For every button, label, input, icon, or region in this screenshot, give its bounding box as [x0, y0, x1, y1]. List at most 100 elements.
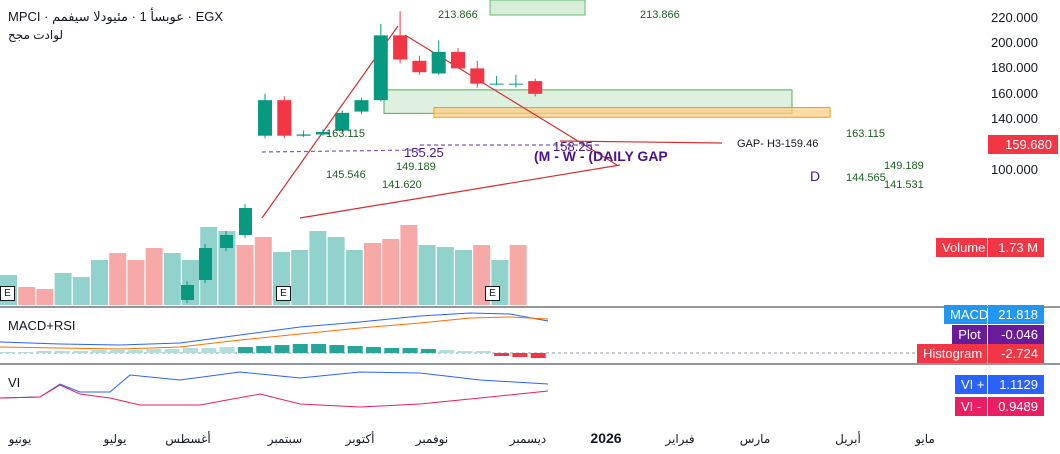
macd-line: [0, 312, 549, 346]
gap-label: GAP- H3-159.46: [737, 138, 819, 150]
price-tick-label: 220.000: [991, 9, 1038, 25]
histogram-bar: [36, 351, 52, 353]
histogram-bar: [512, 353, 528, 357]
volume-bar: [163, 253, 181, 305]
vi-minus-badge-label: VI -: [955, 397, 987, 416]
histogram-bar: [0, 352, 15, 353]
volume-bar: [309, 231, 327, 305]
volume-badge-value: 1.73 M: [988, 238, 1044, 257]
level-line-155: [261, 149, 421, 153]
level-158: 158.25: [553, 139, 593, 154]
macd-rsi-pane-label[interactable]: MACD+RSI: [8, 318, 76, 333]
histogram-bar: [256, 346, 272, 353]
time-tick-label: مارس: [739, 432, 771, 446]
histogram-bar: [109, 350, 125, 353]
candle-body: [470, 68, 485, 84]
price-tick-label: 180.000: [991, 60, 1038, 76]
histogram-bar: [475, 351, 491, 353]
level-141-left: 141.620: [382, 179, 422, 191]
earnings-marker[interactable]: E: [0, 286, 15, 301]
level-144-right: 144.565: [846, 172, 886, 184]
histogram-bar: [54, 351, 70, 353]
time-tick-label: نوفمبر: [415, 432, 449, 446]
level-163-left: 163.115: [326, 128, 365, 140]
pattern-label: (M - W - (DAILY GAP: [534, 148, 668, 164]
volume-bar: [54, 273, 72, 305]
histogram-bar: [384, 348, 400, 353]
histogram-bar: [439, 350, 455, 353]
volume-bar: [455, 250, 472, 305]
resistance-zone: [489, 0, 586, 16]
earnings-marker[interactable]: E: [276, 286, 291, 301]
vi-minus-badge-value: 0.9489: [988, 397, 1044, 416]
histogram-bar: [530, 353, 546, 358]
candle-body: [315, 131, 330, 135]
histogram-bar: [366, 347, 381, 353]
histogram-bar: [183, 348, 198, 353]
candle-body: [354, 100, 369, 112]
time-tick-label: يوليو: [103, 432, 127, 446]
candle-body: [258, 100, 272, 136]
histogram-bar: [347, 346, 363, 353]
level-163-right: 163.115: [846, 128, 885, 140]
histogram-badge-value: -2.724: [988, 344, 1044, 363]
price-tick-label: 140.000: [991, 111, 1038, 127]
candle-body: [412, 60, 427, 73]
volume-bar: [327, 237, 345, 305]
symbol-title: MPCI · عوبسأ 1 · مئيودلا سيفمم · EGX: [8, 9, 224, 24]
histogram-bar: [457, 351, 473, 353]
histogram-bar: [402, 348, 418, 353]
histogram-bar: [274, 345, 290, 353]
plot-badge-label: Plot: [952, 325, 987, 344]
candle-body: [508, 83, 523, 85]
volume-bar: [91, 260, 108, 305]
volume-bar: [291, 250, 309, 305]
histogram-bar: [292, 344, 308, 353]
volume-badge-label: Volume: [936, 238, 987, 257]
level-149-right: 149.189: [884, 160, 924, 172]
volume-bar: [509, 245, 527, 305]
volume-bar: [109, 253, 127, 305]
volume-bar: [72, 277, 90, 305]
volume-bar: [382, 239, 400, 305]
candle-body: [528, 81, 543, 94]
time-tick-label: مايو: [915, 432, 935, 446]
level-141-right: 141.531: [884, 179, 924, 191]
last-price-badge: 159.680: [988, 135, 1058, 154]
earnings-marker[interactable]: E: [485, 286, 500, 301]
volume-bar: [36, 289, 54, 305]
price-tick-label: 200.000: [991, 35, 1038, 50]
gap-line: [559, 140, 723, 144]
candle-body: [373, 35, 388, 101]
candle-body: [296, 134, 311, 136]
level-155: 155.25: [404, 145, 444, 160]
vi-plus-line: [0, 371, 549, 399]
zone-d-label: D: [810, 168, 821, 184]
level-145-left: 145.546: [326, 169, 366, 181]
level-213-right: 213.866: [640, 9, 680, 21]
vi-plus-badge-value: 1.1129: [988, 375, 1044, 394]
vi-pane-label[interactable]: VI: [8, 375, 21, 390]
volume-bar: [345, 250, 363, 305]
candle-body: [431, 51, 446, 74]
volume-bar: [236, 245, 254, 305]
histogram-bar: [201, 348, 217, 353]
time-tick-label: ديسمبر: [509, 432, 547, 446]
candle-body: [277, 100, 292, 136]
volume-bar: [127, 260, 145, 305]
macd-badge-label: MACD: [944, 305, 988, 324]
time-tick-label: أبريل: [835, 432, 861, 446]
macd-badge-value: 21.818: [988, 305, 1044, 324]
volume-bar: [436, 247, 454, 305]
time-tick-label: سبتمبر: [267, 432, 303, 446]
volume-bar: [218, 231, 236, 305]
candle-body: [489, 83, 504, 85]
histogram-bar: [420, 349, 436, 353]
histogram-bar: [146, 349, 162, 353]
histogram-bar: [311, 344, 327, 353]
histogram-bar: [18, 352, 34, 353]
candle-body: [451, 51, 465, 69]
plot-badge-value: -0.046: [988, 325, 1044, 344]
vi-minus-line: [0, 384, 549, 408]
